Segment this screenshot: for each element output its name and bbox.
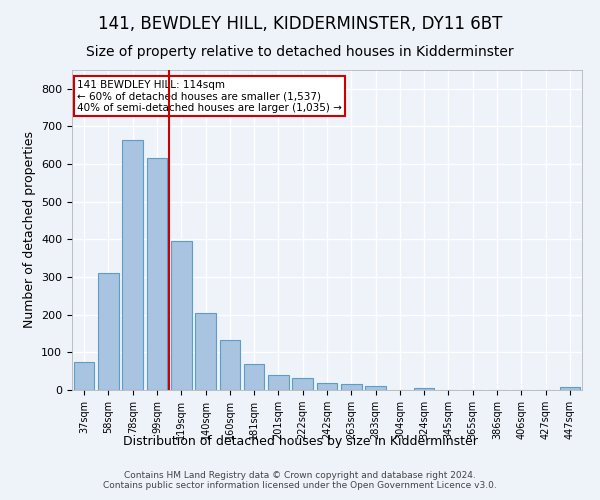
Text: 141, BEWDLEY HILL, KIDDERMINSTER, DY11 6BT: 141, BEWDLEY HILL, KIDDERMINSTER, DY11 6… — [98, 15, 502, 33]
Text: Size of property relative to detached houses in Kidderminster: Size of property relative to detached ho… — [86, 45, 514, 59]
Text: Contains HM Land Registry data © Crown copyright and database right 2024.
Contai: Contains HM Land Registry data © Crown c… — [103, 470, 497, 490]
Text: Distribution of detached houses by size in Kidderminster: Distribution of detached houses by size … — [122, 435, 478, 448]
Bar — [341, 384, 362, 390]
Bar — [317, 383, 337, 390]
Bar — [244, 364, 265, 390]
Bar — [74, 362, 94, 390]
Bar — [268, 375, 289, 390]
Bar — [146, 158, 167, 390]
Bar — [560, 388, 580, 390]
Bar — [122, 140, 143, 390]
Bar — [98, 272, 119, 390]
Bar — [292, 378, 313, 390]
Bar — [195, 313, 216, 390]
Y-axis label: Number of detached properties: Number of detached properties — [23, 132, 35, 328]
Bar — [365, 386, 386, 390]
Bar — [171, 240, 191, 390]
Text: 141 BEWDLEY HILL: 114sqm
← 60% of detached houses are smaller (1,537)
40% of sem: 141 BEWDLEY HILL: 114sqm ← 60% of detach… — [77, 80, 342, 113]
Bar — [220, 340, 240, 390]
Bar — [414, 388, 434, 390]
